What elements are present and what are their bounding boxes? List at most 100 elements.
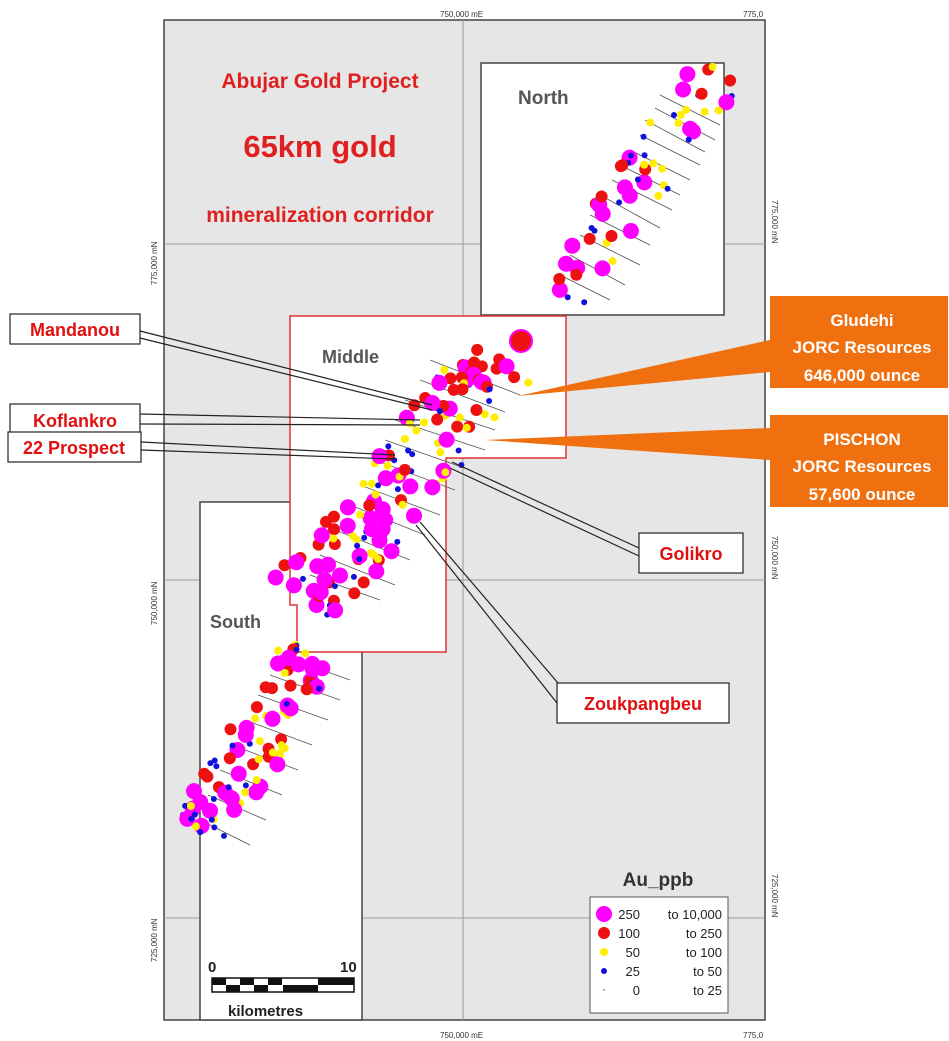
title-line-1: Abujar Gold Project [221, 70, 418, 93]
sample-point [211, 757, 218, 764]
sample-point [375, 482, 382, 489]
pischon-jorc: JORC Resources [793, 457, 932, 476]
golikro-label-box [638, 532, 744, 574]
sample-point [284, 679, 297, 692]
sample-point [368, 563, 385, 580]
sample-point [359, 479, 368, 488]
sample-point [208, 816, 215, 823]
corner-label-top-right: 775,0 [743, 10, 764, 19]
easting-label-bottom: 750,000 mE [440, 1031, 483, 1040]
sample-point [400, 434, 409, 443]
sample-point [409, 451, 416, 458]
sample-point [634, 176, 641, 183]
sample-point [436, 448, 445, 457]
sample-point [283, 700, 290, 707]
legend-from: 50 [626, 945, 640, 960]
sample-point [608, 257, 617, 266]
sample-point [676, 110, 685, 119]
gludehi-ounces: 646,000 ounce [804, 366, 920, 385]
sample-point [420, 418, 429, 427]
sample-point [350, 573, 357, 580]
sample-point [509, 329, 533, 353]
legend-from: 100 [618, 926, 640, 941]
sample-point [223, 790, 240, 807]
leader-golikro [451, 461, 640, 549]
sample-point [251, 714, 260, 723]
sample-point [402, 478, 419, 495]
sample-point [398, 463, 411, 476]
sample-point [374, 555, 383, 563]
sample-point [301, 649, 310, 658]
sample-point [327, 602, 344, 619]
legend-swatch [598, 927, 610, 939]
sample-point [394, 486, 401, 493]
sample-point [398, 500, 407, 509]
sample-point [182, 802, 189, 809]
sample-point [431, 413, 444, 426]
sample-point [438, 431, 455, 448]
sample-point [309, 558, 326, 575]
sample-point [210, 796, 217, 802]
sample-point [583, 232, 596, 245]
sample-point [498, 358, 515, 375]
sample-point [191, 811, 198, 818]
prospect-leaders [139, 330, 640, 704]
sample-point [329, 534, 338, 543]
sample-point [685, 123, 701, 140]
sample-point [616, 199, 623, 206]
sample-point [238, 719, 255, 736]
sample-point [211, 824, 218, 831]
sample-point [259, 681, 272, 694]
sample-point [328, 523, 340, 536]
sample-point [280, 649, 297, 666]
sample-point [616, 159, 629, 172]
sample-point [230, 765, 247, 782]
sample-point [285, 577, 302, 594]
sample-point [444, 372, 457, 385]
sample-point [714, 106, 723, 115]
northing-left-725: 725,000 mN [150, 918, 159, 962]
sample-point [595, 190, 608, 203]
scale-end-label: 10 [340, 959, 357, 976]
sample-point [508, 371, 521, 384]
sample-point [447, 383, 460, 396]
sample-point [640, 133, 647, 140]
legend-swatch [596, 906, 612, 922]
mandanou-label: Mandanou [30, 320, 120, 340]
pischon-callout-pointer [485, 428, 770, 460]
sample-point [462, 423, 471, 432]
sample-point [675, 81, 692, 98]
sample-point [191, 822, 200, 831]
title-line-3: mineralization corridor [206, 204, 434, 227]
zoukpangbeu-label-box [556, 682, 730, 724]
northing-right-775: 775,000 mN [770, 200, 779, 244]
sample-point [700, 107, 709, 116]
legend-box [589, 896, 729, 1014]
title-line-2: 65km gold [243, 129, 396, 164]
sample-point [383, 461, 392, 470]
sample-point [300, 683, 313, 696]
sample-point [524, 378, 533, 387]
leader-koflankro [139, 413, 421, 421]
sample-point [391, 457, 398, 464]
sample-point [628, 152, 634, 159]
leader-22-prospect [140, 441, 396, 456]
sample-point [351, 548, 368, 564]
pischon-name: PISCHON [823, 430, 900, 449]
sample-point [685, 136, 692, 143]
legend-from: 25 [626, 964, 640, 979]
sample-point [451, 420, 464, 433]
sample-point [348, 587, 361, 600]
sample-point [367, 479, 376, 488]
sample-point [225, 784, 232, 791]
northing-left-750: 750,000 mN [150, 581, 159, 625]
sample-point [383, 543, 400, 560]
sample-point [316, 571, 333, 588]
sample-point [241, 788, 250, 797]
sample-point [490, 413, 499, 422]
sample-point [406, 507, 422, 524]
sample-point [581, 299, 588, 306]
sample-point [671, 112, 677, 118]
sample-point [486, 398, 493, 404]
